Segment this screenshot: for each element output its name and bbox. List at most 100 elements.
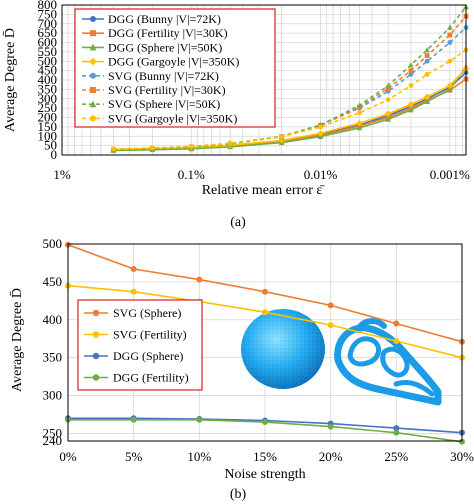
chart-a-ylabel: Average Degree D̄ [2,28,18,132]
chart-b-xtick-label: 10% [187,449,211,464]
chart-b-xtick-label: 15% [253,449,277,464]
chart-a-ytick-label: 400 [38,72,58,87]
chart-a-data-point [408,62,414,68]
chart-b-legend-marker [92,352,100,360]
chart-b-data-point [393,425,400,432]
chart-a-ytick-label: 800 [38,0,58,12]
chart-a-legend-marker [89,100,97,108]
chart-b-data-point [196,276,203,283]
chart-a-data-point [446,82,454,89]
chart-a-ytick-label: 250 [38,100,58,115]
chart-a-data-point [424,53,430,59]
chart-b-ytick-label: 500 [43,236,63,251]
chart-b-legend-box [77,299,203,391]
chart-a-data-point [447,86,453,92]
chart-a-xtick-label: 0.1% [178,167,205,182]
chart-a-data-point [385,116,391,122]
chart-a-legend-marker [89,43,97,51]
chart-a-legend-marker [90,16,96,22]
chart-b-frame [67,243,463,442]
chart-a-ytick-label: 450 [38,63,58,78]
chart-a-series-line [113,49,467,150]
chart-b-xlabel: Noise strength [224,467,305,482]
chart-b-xtick-label: 5% [125,449,143,464]
chart-a-data-point [408,68,414,74]
chart-b-data-point [327,302,334,309]
chart-b-data-point [262,288,268,295]
chart-a-data-point [447,58,453,64]
chart-a-data-point [357,110,362,116]
chart-a-ytick-label: 650 [38,25,58,40]
chart-a-data-point [318,124,323,130]
chart-a-data-point [385,82,391,89]
chart-b-legend-label: SVG (Fertility) [113,328,187,342]
chart-b-series [65,241,465,445]
chart-a-data-point [407,101,415,108]
chart-a-data-point [424,58,430,64]
chart-a-legend-marker [90,72,96,79]
chart-a-legend-label: DGG (Gargoyle |V|=350K) [108,55,239,69]
chart-b-ytick-label: 240 [43,433,63,448]
chart-b-ytick-label: 400 [43,312,63,327]
chart-b-ytick-label: 350 [43,350,63,365]
chart-a-caption: (a) [230,215,246,230]
fertility-render [334,318,442,406]
chart-b-data-point [130,416,137,423]
chart-b-legend: SVG (Sphere) SVG (Fertility) DGG (Sphere) D… [77,299,203,391]
chart-a-series-line [113,66,467,152]
chart-a-ytick-label: 500 [38,53,58,68]
chart-a-legend-label: DGG (Fertility |V|=30K) [108,26,228,40]
chart-a-data-point [385,97,391,103]
chart-a-data-point [356,102,363,108]
chart-b-ytick-label: 250 [43,425,63,440]
chart-b-legend-marker [92,374,100,381]
chart-a-ytick-label: 350 [38,81,58,96]
chart-a-legend-label: DGG (Bunny |V|=72K) [108,12,221,26]
chart-a-data-point [424,47,430,53]
chart-b-legend-marker [92,331,100,338]
chart-a-ytick-label: 550 [38,44,58,59]
chart-b-data-point [327,423,334,430]
chart-b-data-point [459,438,465,445]
chart-a-ytick-label: 0 [51,147,58,162]
chart-b-legend-label: DGG (Fertility) [113,371,189,385]
chart-a-legend-marker [90,30,96,37]
chart-a-data-point [356,124,363,131]
chart-a-legend-box [74,8,276,128]
chart-a-data-point [188,143,194,149]
chart-a-xlabel: Relative mean error ε̄ [202,183,326,198]
chart-a-ytick-label: 300 [38,91,58,106]
chart-a-ytick-label: 150 [38,119,58,134]
chart-a-data-point [408,107,414,113]
chart-a-ytick-label: 100 [38,128,58,143]
chart-b-data-point [130,288,137,295]
chart-a: 0501001502002503003504004505005506006507… [2,0,470,230]
chart-a-data-point [111,146,116,152]
chart-a-ytick-label: 600 [38,35,58,50]
chart-b-data-point [327,322,334,329]
chart-a-data-point [279,134,285,140]
chart-a-xtick-label: 0.001% [430,167,470,182]
chart-a-data-point [317,130,324,137]
chart-a-ytick-label: 200 [38,110,58,125]
chart-b-data-point [262,309,268,316]
chart-a-data-point [447,24,453,30]
chart-a-data-point [424,98,430,104]
chart-b-xtick-label: 0% [59,449,77,464]
chart-b-xtick-label: 25% [384,449,408,464]
sphere-render [241,309,325,389]
chart-a-data-point [423,93,431,101]
chart-a-data-point [408,83,414,89]
chart-b-ytick-label: 300 [43,388,63,403]
chart-a-data-point [149,145,155,151]
chart-b-legend-marker [92,309,100,317]
chart-a-frame [61,4,467,156]
chart-b-legend-label: DGG (Sphere) [113,349,183,363]
chart-a-series [110,3,470,153]
chart-a-data-point [356,119,363,127]
chart-b-data-point [393,320,400,327]
chart-a-legend-label: SVG (Gargoyle |V|=350K) [108,111,237,125]
chart-a-xtick-label: 1% [53,167,71,182]
